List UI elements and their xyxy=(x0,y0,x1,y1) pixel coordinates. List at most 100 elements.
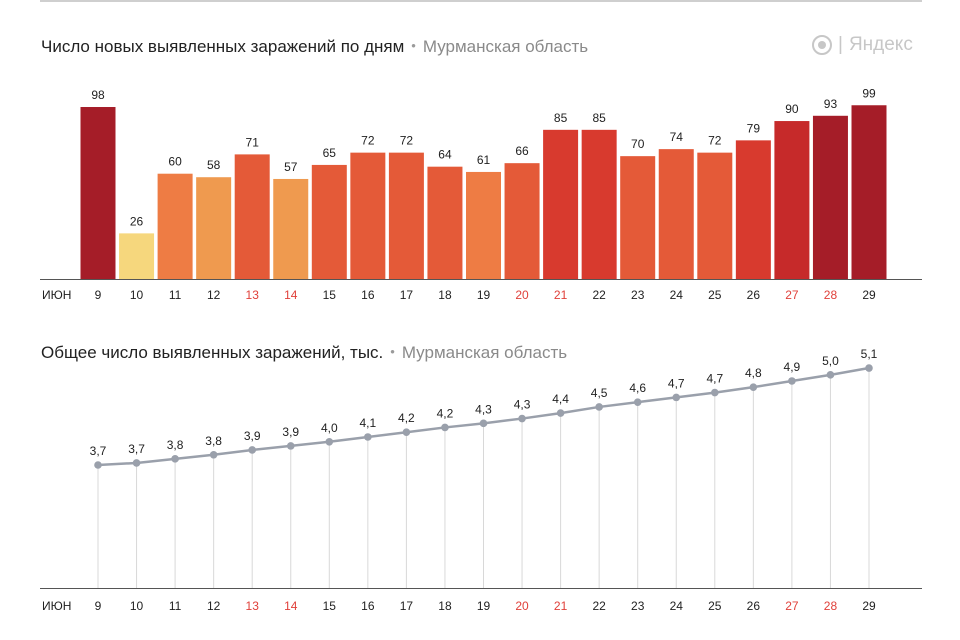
point-value-label: 4,5 xyxy=(591,386,608,400)
bar xyxy=(697,152,733,279)
data-point xyxy=(171,455,179,463)
data-point xyxy=(325,437,334,446)
x-tick-label: 24 xyxy=(670,288,684,302)
x-tick-label: 20 xyxy=(515,599,529,613)
x-tick-label: 29 xyxy=(862,599,876,613)
x-tick-label: 22 xyxy=(592,288,606,302)
x-tick-label: 24 xyxy=(670,599,684,613)
bar xyxy=(196,177,232,279)
data-point xyxy=(711,388,719,397)
x-tick-label: 12 xyxy=(207,599,221,613)
x-tick-label: 29 xyxy=(862,288,876,302)
data-point xyxy=(518,414,526,423)
data-point xyxy=(402,428,411,437)
x-tick-label: 9 xyxy=(95,599,102,613)
point-value-label: 4,7 xyxy=(668,376,685,390)
bar-value-label: 26 xyxy=(130,214,144,228)
x-tick-label: 12 xyxy=(207,288,221,302)
bar xyxy=(543,129,579,279)
x-tick-label: 21 xyxy=(554,288,568,302)
data-point xyxy=(364,433,372,441)
bar xyxy=(311,164,347,279)
x-tick-label: 13 xyxy=(246,599,260,613)
bar xyxy=(735,140,771,279)
bar xyxy=(851,105,887,279)
x-tick-label: 25 xyxy=(708,288,722,302)
yandex-brand: | Яндекс xyxy=(812,34,913,56)
point-value-label: 3,9 xyxy=(244,429,261,443)
line-chart-region: Мурманская область xyxy=(401,343,568,362)
data-point xyxy=(826,371,835,379)
bar-chart-title: Число новых выявленных заражений по дням xyxy=(41,37,405,56)
point-value-label: 4,9 xyxy=(784,360,801,374)
data-point xyxy=(286,442,295,450)
x-tick-label: 23 xyxy=(631,599,645,613)
x-tick-label: 17 xyxy=(400,288,414,302)
bar-value-label: 70 xyxy=(631,137,645,151)
x-tick-label: 26 xyxy=(747,288,761,302)
x-tick-label: 17 xyxy=(400,599,414,613)
x-tick-label: 10 xyxy=(130,288,144,302)
bar-value-label: 72 xyxy=(400,134,414,148)
point-value-label: 4,3 xyxy=(514,398,531,412)
x-tick-label: 28 xyxy=(824,288,838,302)
yandex-logo-icon xyxy=(812,35,832,55)
bar xyxy=(273,178,309,279)
x-tick-label: 19 xyxy=(477,288,491,302)
point-value-label: 4,3 xyxy=(475,402,492,416)
x-tick-label: 27 xyxy=(785,288,799,302)
x-tick-label: 15 xyxy=(323,288,337,302)
title-separator-dot: • xyxy=(390,344,395,359)
bar-value-label: 64 xyxy=(438,148,452,162)
point-value-label: 3,9 xyxy=(282,425,299,439)
bar-value-label: 93 xyxy=(824,97,838,111)
bar xyxy=(119,233,155,279)
bar xyxy=(620,156,656,279)
brand-separator: | xyxy=(838,34,843,55)
total-cases-line-chart: 3,7 9 3,7 10 3,8 11 3,8 12 3,9 13 3,9 14 4,0 15 4,1 16 4… xyxy=(40,347,922,613)
bar-value-label: 65 xyxy=(323,146,337,160)
point-value-label: 4,4 xyxy=(552,392,569,406)
line-chart-title-row: Общее число выявленных заражений, тыс. • М… xyxy=(41,343,567,363)
bar-value-label: 99 xyxy=(862,86,876,100)
data-point xyxy=(672,393,681,402)
data-point xyxy=(595,403,603,411)
top-divider xyxy=(40,0,922,2)
x-tick-label: 21 xyxy=(554,599,568,613)
x-tick-label: 23 xyxy=(631,288,645,302)
point-value-label: 3,8 xyxy=(205,434,222,448)
bar-value-label: 61 xyxy=(477,153,491,167)
bar xyxy=(812,115,848,279)
x-tick-label: 13 xyxy=(246,288,260,302)
x-tick-label: 14 xyxy=(284,288,298,302)
bar xyxy=(234,154,270,279)
bar-chart-title-row: Число новых выявленных заражений по дням… xyxy=(41,37,588,57)
data-point xyxy=(441,423,449,432)
point-value-label: 4,8 xyxy=(745,366,762,380)
bar-value-label: 58 xyxy=(207,158,221,172)
bar-value-label: 90 xyxy=(785,102,799,116)
title-separator-dot: • xyxy=(411,38,416,53)
bar-value-label: 66 xyxy=(515,144,529,158)
bar-value-label: 72 xyxy=(708,134,722,148)
x-tick-label: 25 xyxy=(708,599,722,613)
data-point xyxy=(749,383,758,391)
x-tick-label: 16 xyxy=(361,288,375,302)
data-point xyxy=(209,450,218,459)
point-value-label: 3,7 xyxy=(90,444,107,458)
bar xyxy=(157,173,193,279)
point-value-label: 4,2 xyxy=(437,406,454,420)
bar-value-label: 85 xyxy=(592,111,606,125)
x-tick-label: 18 xyxy=(438,288,452,302)
data-point xyxy=(248,446,256,454)
bar-value-label: 72 xyxy=(361,134,375,148)
bar xyxy=(774,121,810,279)
x-tick-label: 16 xyxy=(361,599,375,613)
data-point xyxy=(479,419,488,428)
data-point xyxy=(788,377,796,385)
bar xyxy=(504,163,540,279)
bar xyxy=(80,107,116,279)
point-value-label: 4,7 xyxy=(706,372,723,386)
data-point xyxy=(556,409,565,417)
point-value-label: 4,6 xyxy=(629,381,646,395)
